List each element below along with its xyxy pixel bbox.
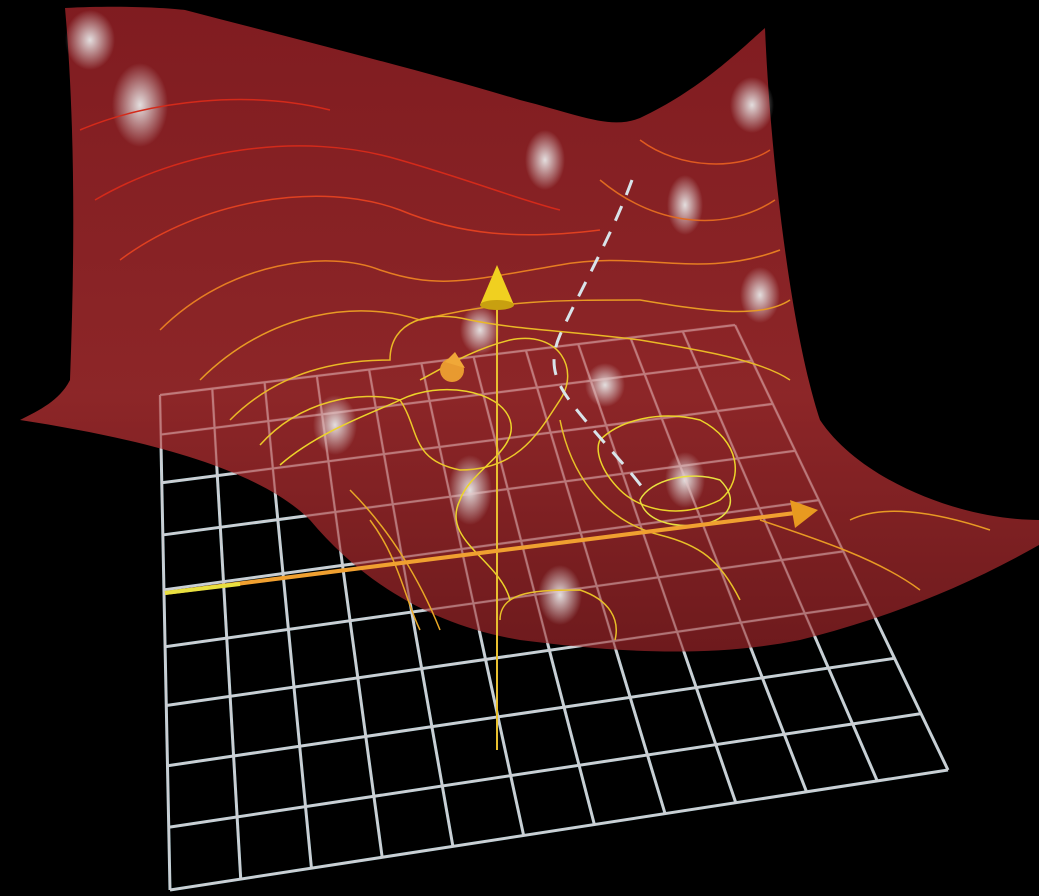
grid-line bbox=[210, 388, 243, 880]
grid-line bbox=[160, 359, 753, 436]
grid-line bbox=[420, 362, 525, 836]
path-trace bbox=[552, 179, 650, 496]
axis-cone-base bbox=[480, 300, 514, 310]
grid-line bbox=[169, 769, 949, 891]
highlight bbox=[665, 452, 705, 508]
contour bbox=[349, 489, 441, 631]
highlight bbox=[538, 565, 582, 625]
grid-line bbox=[681, 330, 879, 782]
grid-line bbox=[168, 712, 922, 829]
axis-cone bbox=[790, 500, 818, 528]
grid-line bbox=[167, 657, 895, 767]
contour bbox=[849, 510, 991, 531]
grid-line bbox=[629, 337, 808, 793]
grid-line bbox=[166, 603, 869, 707]
marker-cone bbox=[445, 352, 465, 368]
highlight bbox=[525, 130, 565, 190]
highlight bbox=[448, 455, 492, 525]
highlight bbox=[740, 267, 780, 323]
contour bbox=[159, 249, 781, 331]
grid-line bbox=[159, 394, 171, 891]
highlight bbox=[667, 175, 703, 235]
contour bbox=[597, 415, 736, 512]
highlight bbox=[65, 10, 115, 70]
grid-line bbox=[472, 356, 596, 825]
contour bbox=[639, 475, 731, 527]
horizontal-axis bbox=[164, 511, 796, 595]
highlight bbox=[313, 395, 357, 455]
grid-line bbox=[734, 324, 949, 771]
grid-line bbox=[577, 343, 737, 804]
contour bbox=[79, 98, 331, 131]
contour bbox=[499, 589, 617, 641]
contour bbox=[279, 388, 513, 601]
highlight bbox=[730, 77, 774, 133]
grid-line bbox=[315, 375, 384, 858]
grid-line bbox=[167, 656, 895, 768]
grid-line bbox=[162, 449, 796, 536]
surface-grid bbox=[159, 324, 949, 891]
contour bbox=[229, 315, 791, 421]
contour bbox=[639, 139, 771, 165]
axes bbox=[164, 265, 818, 750]
contour bbox=[94, 145, 561, 211]
contour bbox=[759, 519, 921, 591]
highlight bbox=[112, 63, 168, 147]
contour bbox=[599, 179, 776, 222]
grid-line bbox=[164, 550, 844, 648]
grid-line bbox=[161, 402, 773, 484]
grid-line bbox=[168, 712, 922, 829]
highlight bbox=[585, 363, 625, 407]
contour bbox=[369, 519, 421, 631]
contours bbox=[79, 98, 991, 641]
contour bbox=[119, 195, 601, 261]
axis-cone bbox=[480, 265, 514, 305]
grid-line bbox=[524, 350, 667, 814]
contour bbox=[559, 419, 741, 601]
horizontal-axis-end bbox=[164, 582, 241, 595]
highlights bbox=[65, 10, 780, 625]
grid-line bbox=[263, 382, 313, 869]
highlight bbox=[460, 305, 500, 355]
grid-line bbox=[163, 499, 819, 591]
grid-line bbox=[158, 394, 172, 891]
grid-line bbox=[211, 388, 242, 880]
grid-line bbox=[169, 768, 949, 892]
contour bbox=[259, 337, 569, 471]
